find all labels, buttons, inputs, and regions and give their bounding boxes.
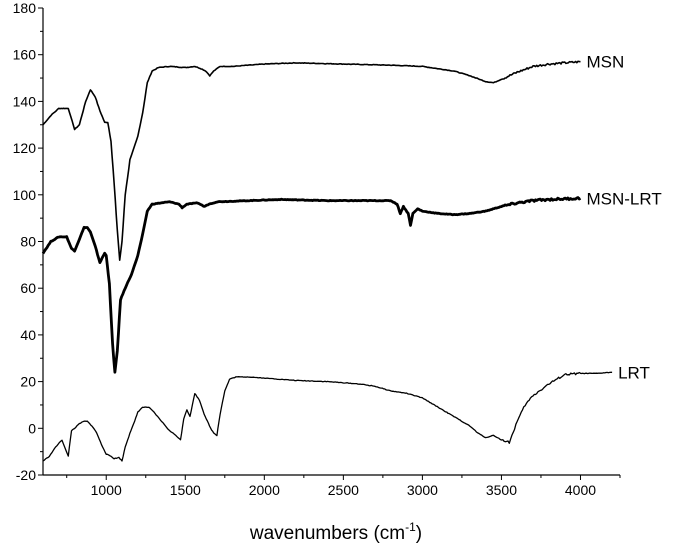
y-tick-label: 60 xyxy=(20,280,36,296)
y-tick-label: 160 xyxy=(13,47,37,63)
y-tick-label: 40 xyxy=(20,327,36,343)
x-tick-label: 3000 xyxy=(407,482,438,498)
axes-layer: -20 0 20 40 60 80 100 120 140 160 180 1000 1500 2000 2… xyxy=(13,0,621,498)
series-line-msn xyxy=(42,60,581,261)
y-tick-label: -20 xyxy=(16,467,36,483)
x-axis-label-main: wavenumbers (cm xyxy=(249,523,405,544)
y-tick-label: 100 xyxy=(13,187,37,203)
series-label-layer: MSN MSN-LRT LRT xyxy=(586,53,661,383)
series-label-msn: MSN xyxy=(586,53,624,72)
x-tick-label: 1500 xyxy=(170,482,201,498)
series-layer xyxy=(41,60,613,462)
series-label-msn-lrt: MSN-LRT xyxy=(586,189,661,208)
x-tick-label: 2000 xyxy=(249,482,280,498)
y-tick-label: 120 xyxy=(13,140,37,156)
series-line-msn-lrt xyxy=(41,196,582,374)
y-tick-label: 20 xyxy=(20,374,36,390)
x-tick-label: 3500 xyxy=(486,482,517,498)
y-tick-label: 180 xyxy=(13,0,37,16)
x-axis-label-superscript: -1 xyxy=(405,520,416,534)
series-line-lrt xyxy=(42,371,613,462)
y-tick-label: 140 xyxy=(13,93,37,109)
x-axis-label-close: ) xyxy=(416,523,422,544)
x-axis-label: wavenumbers (cm-1) xyxy=(249,520,422,544)
y-tick-label: 0 xyxy=(28,420,36,436)
x-tick-label: 4000 xyxy=(565,482,596,498)
y-tick-label: 80 xyxy=(20,234,36,250)
x-tick-label: 2500 xyxy=(328,482,359,498)
series-label-lrt: LRT xyxy=(618,363,650,382)
x-tick-label: 1000 xyxy=(91,482,122,498)
